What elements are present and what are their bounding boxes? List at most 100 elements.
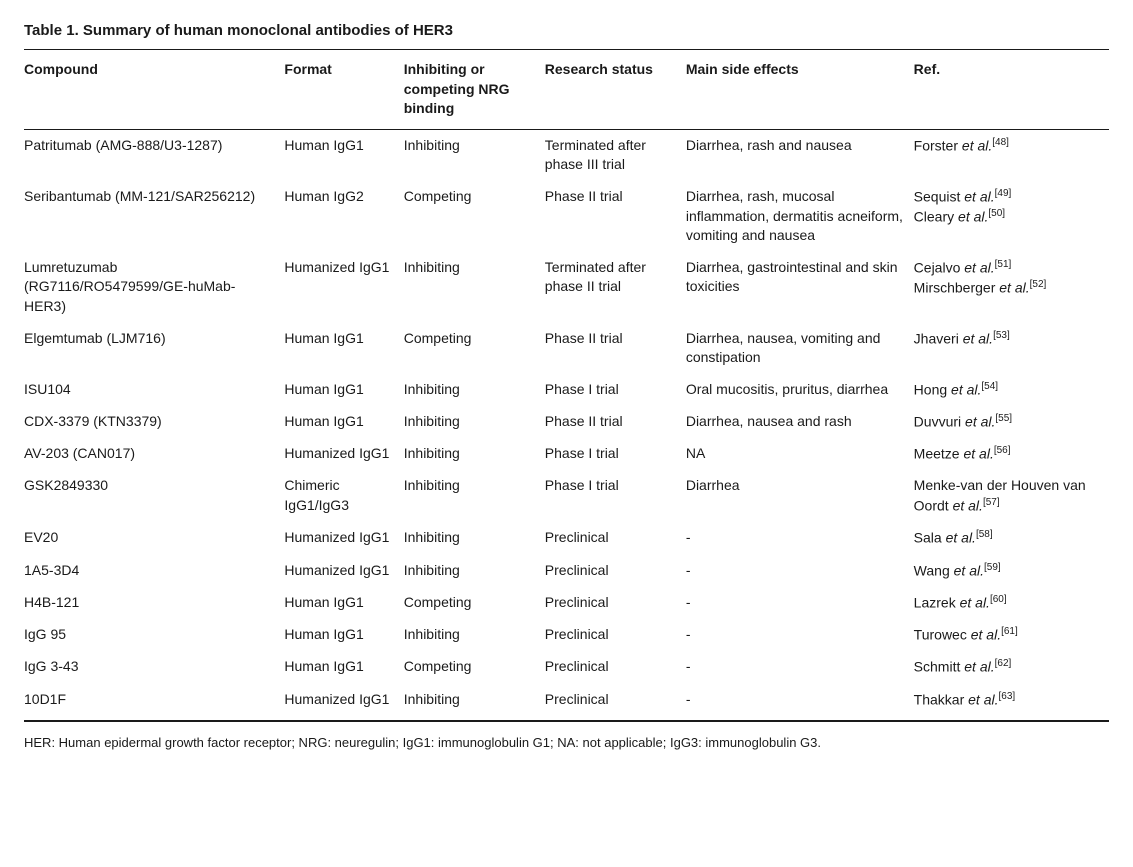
cell-format: Humanized IgG1: [284, 522, 403, 554]
cell-inhibit: Competing: [404, 323, 545, 374]
cell-ref: Sala et al.[58]: [914, 522, 1109, 554]
ref-etal: et al.: [964, 189, 994, 205]
cell-format: Human IgG1: [284, 323, 403, 374]
cell-side-effects: Diarrhea, nausea, vomiting and constipat…: [686, 323, 914, 374]
cell-compound: AV-203 (CAN017): [24, 438, 284, 470]
ref-citation-number: [59]: [984, 562, 1001, 573]
cell-inhibit: Inhibiting: [404, 470, 545, 522]
reference: Jhaveri et al.[53]: [914, 329, 1101, 349]
ref-etal: et al.: [965, 414, 995, 430]
ref-etal: et al.: [963, 330, 993, 346]
header-inhibiting: Inhibiting or competing NRG binding: [404, 50, 545, 129]
cell-inhibit: Inhibiting: [404, 555, 545, 587]
ref-author: Jhaveri: [914, 330, 963, 346]
table-row: Elgemtumab (LJM716)Human IgG1CompetingPh…: [24, 323, 1109, 374]
table-header: Compound Format Inhibiting or competing …: [24, 50, 1109, 129]
ref-etal: et al.: [999, 280, 1029, 296]
cell-compound: Elgemtumab (LJM716): [24, 323, 284, 374]
reference: Meetze et al.[56]: [914, 444, 1101, 464]
ref-author: Schmitt: [914, 659, 965, 675]
reference: Mirschberger et al.[52]: [914, 278, 1101, 298]
ref-etal: et al.: [964, 259, 994, 275]
ref-author: Hong: [914, 381, 951, 397]
ref-author: Lazrek: [914, 594, 960, 610]
cell-ref: Wang et al.[59]: [914, 555, 1109, 587]
ref-etal: et al.: [971, 627, 1001, 643]
ref-citation-number: [58]: [976, 529, 993, 540]
cell-compound: EV20: [24, 522, 284, 554]
ref-author: Turowec: [914, 627, 971, 643]
table-row: H4B-121Human IgG1CompetingPreclinical-La…: [24, 587, 1109, 619]
cell-side-effects: Diarrhea: [686, 470, 914, 522]
cell-side-effects: -: [686, 522, 914, 554]
ref-citation-number: [51]: [995, 259, 1012, 270]
cell-compound: 10D1F: [24, 684, 284, 721]
cell-compound: H4B-121: [24, 587, 284, 619]
cell-format: Human IgG1: [284, 406, 403, 438]
cell-ref: Thakkar et al.[63]: [914, 684, 1109, 721]
table-title: Table 1. Summary of human monoclonal ant…: [24, 20, 1109, 50]
reference: Sequist et al.[49]: [914, 187, 1101, 207]
cell-status: Preclinical: [545, 522, 686, 554]
cell-ref: Sequist et al.[49]Cleary et al.[50]: [914, 181, 1109, 252]
table-row: CDX-3379 (KTN3379)Human IgG1InhibitingPh…: [24, 406, 1109, 438]
cell-ref: Duvvuri et al.[55]: [914, 406, 1109, 438]
ref-author: Sequist: [914, 189, 965, 205]
table-body: Patritumab (AMG-888/U3-1287)Human IgG1In…: [24, 129, 1109, 721]
ref-etal: et al.: [964, 659, 994, 675]
cell-status: Preclinical: [545, 555, 686, 587]
cell-status: Phase II trial: [545, 406, 686, 438]
ref-author: Menke-van der Houven van Oordt: [914, 477, 1086, 513]
ref-etal: et al.: [954, 562, 984, 578]
cell-ref: Hong et al.[54]: [914, 374, 1109, 406]
cell-inhibit: Inhibiting: [404, 438, 545, 470]
header-compound: Compound: [24, 50, 284, 129]
reference: Turowec et al.[61]: [914, 625, 1101, 645]
cell-side-effects: -: [686, 555, 914, 587]
cell-inhibit: Competing: [404, 587, 545, 619]
cell-status: Terminated after phase III trial: [545, 129, 686, 181]
cell-compound: Lumretuzumab (RG7116/RO5479599/GE-huMab-…: [24, 252, 284, 323]
cell-status: Preclinical: [545, 651, 686, 683]
ref-citation-number: [61]: [1001, 626, 1018, 637]
header-format: Format: [284, 50, 403, 129]
ref-etal: et al.: [968, 691, 998, 707]
table-row: GSK2849330Chimeric IgG1/IgG3InhibitingPh…: [24, 470, 1109, 522]
reference: Duvvuri et al.[55]: [914, 412, 1101, 432]
cell-inhibit: Competing: [404, 651, 545, 683]
cell-inhibit: Inhibiting: [404, 619, 545, 651]
reference: Lazrek et al.[60]: [914, 593, 1101, 613]
cell-format: Humanized IgG1: [284, 438, 403, 470]
cell-inhibit: Competing: [404, 181, 545, 252]
ref-etal: et al.: [963, 446, 993, 462]
cell-ref: Jhaveri et al.[53]: [914, 323, 1109, 374]
cell-side-effects: NA: [686, 438, 914, 470]
cell-status: Phase I trial: [545, 438, 686, 470]
ref-etal: et al.: [958, 209, 988, 225]
ref-citation-number: [57]: [983, 497, 1000, 508]
reference: Menke-van der Houven van Oordt et al.[57…: [914, 476, 1101, 516]
cell-compound: Patritumab (AMG-888/U3-1287): [24, 129, 284, 181]
cell-format: Humanized IgG1: [284, 684, 403, 721]
cell-format: Chimeric IgG1/IgG3: [284, 470, 403, 522]
cell-format: Human IgG1: [284, 374, 403, 406]
ref-citation-number: [55]: [995, 413, 1012, 424]
ref-author: Mirschberger: [914, 280, 1000, 296]
table-row: Lumretuzumab (RG7116/RO5479599/GE-huMab-…: [24, 252, 1109, 323]
cell-ref: Cejalvo et al.[51]Mirschberger et al.[52…: [914, 252, 1109, 323]
reference: Forster et al.[48]: [914, 136, 1101, 156]
reference: Sala et al.[58]: [914, 528, 1101, 548]
cell-compound: GSK2849330: [24, 470, 284, 522]
cell-ref: Menke-van der Houven van Oordt et al.[57…: [914, 470, 1109, 522]
cell-side-effects: Oral mucositis, pruritus, diarrhea: [686, 374, 914, 406]
ref-citation-number: [49]: [995, 188, 1012, 199]
ref-citation-number: [50]: [988, 208, 1005, 219]
table-container: Table 1. Summary of human monoclonal ant…: [24, 20, 1109, 752]
ref-etal: et al.: [951, 381, 981, 397]
header-ref: Ref.: [914, 50, 1109, 129]
ref-author: Sala: [914, 530, 946, 546]
table-header-row: Compound Format Inhibiting or competing …: [24, 50, 1109, 129]
cell-format: Human IgG1: [284, 129, 403, 181]
reference: Thakkar et al.[63]: [914, 690, 1101, 710]
ref-citation-number: [60]: [990, 594, 1007, 605]
